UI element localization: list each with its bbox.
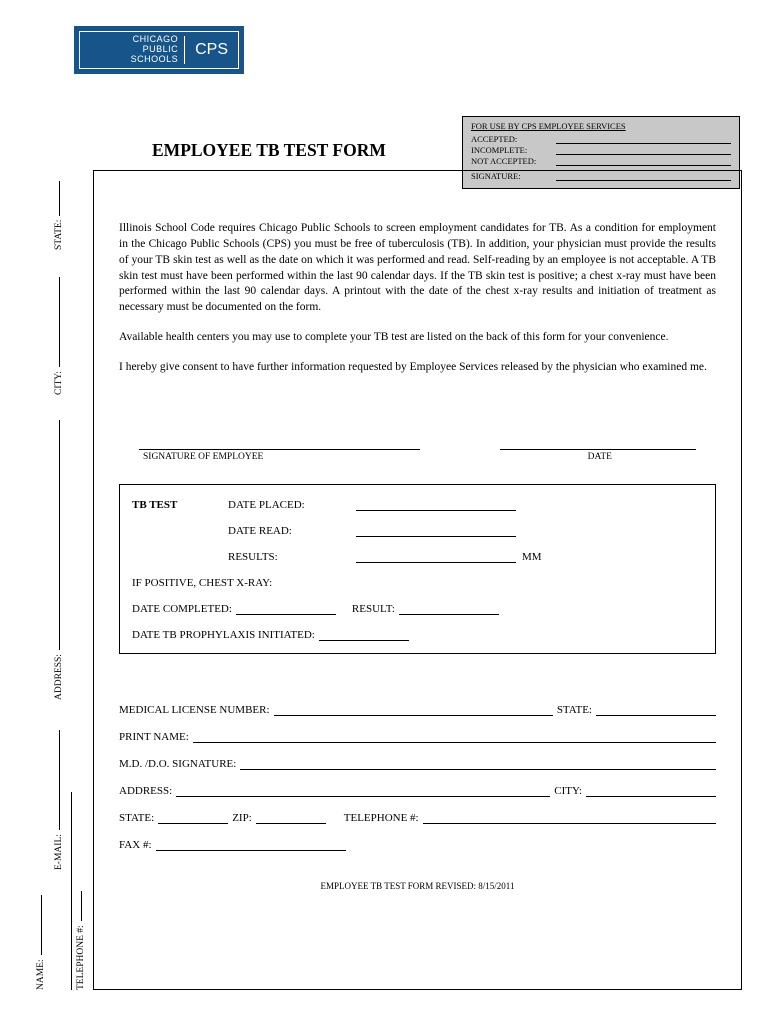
license-state-blank[interactable] <box>596 704 716 716</box>
row-address: ADDRESS: CITY: <box>119 785 716 797</box>
admin-label-accepted: ACCEPTED: <box>471 134 556 144</box>
zip-label: ZIP: <box>232 812 252 824</box>
cps-logo: CHICAGO PUBLIC SCHOOLS CPS <box>74 26 244 74</box>
side-name: NAME: <box>36 895 46 990</box>
address-label: ADDRESS: <box>119 785 172 797</box>
tb-date-placed-label: DATE PLACED: <box>228 499 338 511</box>
signature-row: SIGNATURE OF EMPLOYEE DATE <box>119 436 716 462</box>
tb-result-label: RESULT: <box>352 603 395 615</box>
side-address: ADDRESS: <box>54 420 64 700</box>
admin-title: FOR USE BY CPS EMPLOYEE SERVICES <box>471 121 731 131</box>
tb-mm-label: MM <box>522 551 542 563</box>
address-city-label: CITY: <box>554 785 582 797</box>
md-sig-label: M.D. /D.O. SIGNATURE: <box>119 758 236 770</box>
logo-abbr: CPS <box>185 41 238 59</box>
side-telephone-label: TELEPHONE #: <box>76 925 86 990</box>
side-city: CITY: <box>54 277 64 395</box>
body-paragraph-3: I hereby give consent to have further in… <box>119 360 716 376</box>
fax-label: FAX #: <box>119 839 152 851</box>
admin-row-accepted: ACCEPTED: <box>471 134 731 144</box>
admin-row-notaccepted: NOT ACCEPTED: <box>471 156 731 166</box>
row-print-name: PRINT NAME: <box>119 731 716 743</box>
state2-label: STATE: <box>119 812 154 824</box>
med-license-blank[interactable] <box>274 704 553 716</box>
tb-row-results: RESULTS: MM <box>132 551 703 563</box>
tb-if-positive-label: IF POSITIVE, CHEST X-RAY: <box>132 577 272 589</box>
row-fax: FAX #: <box>119 839 716 851</box>
tb-row-date-completed: DATE COMPLETED: RESULT: <box>132 603 703 615</box>
tb-row-prophylaxis: DATE TB PROPHYLAXIS INITIATED: <box>132 629 703 641</box>
employee-signature-label: SIGNATURE OF EMPLOYEE <box>139 452 420 462</box>
telephone-blank[interactable] <box>423 812 716 824</box>
side-telephone: TELEPHONE #: <box>76 891 86 990</box>
date-label: DATE <box>500 452 696 462</box>
date-col: DATE <box>500 436 696 462</box>
med-license-label: MEDICAL LICENSE NUMBER: <box>119 704 270 716</box>
side-labels: STATE: CITY: ADDRESS: E-MAIL: NAME: TELE… <box>40 170 90 990</box>
tb-results-label: RESULTS: <box>228 551 338 563</box>
main-content: Illinois School Code requires Chicago Pu… <box>93 170 742 990</box>
admin-label-incomplete: INCOMPLETE: <box>471 145 556 155</box>
side-state-label: STATE: <box>54 220 64 250</box>
print-name-label: PRINT NAME: <box>119 731 189 743</box>
side-email: E-MAIL: <box>54 730 64 870</box>
state2-blank[interactable] <box>158 812 228 824</box>
md-sig-blank[interactable] <box>240 758 716 770</box>
logo-line-3: SCHOOLS <box>80 55 178 65</box>
side-city-blank[interactable] <box>59 277 60 367</box>
tb-results-blank[interactable] <box>356 551 516 563</box>
row-medical-license: MEDICAL LICENSE NUMBER: STATE: <box>119 704 716 716</box>
fax-blank[interactable] <box>156 839 346 851</box>
form-title: EMPLOYEE TB TEST FORM <box>152 140 386 161</box>
footer-text: EMPLOYEE TB TEST FORM REVISED: 8/15/2011 <box>119 881 716 891</box>
admin-blank[interactable] <box>556 157 731 166</box>
tb-prophylaxis-blank[interactable] <box>319 629 409 641</box>
side-telephone-blank[interactable] <box>81 891 82 921</box>
tb-result-blank[interactable] <box>399 603 499 615</box>
tb-row-date-placed: TB TEST DATE PLACED: <box>132 499 703 511</box>
date-line[interactable] <box>500 436 696 450</box>
employee-signature-col: SIGNATURE OF EMPLOYEE <box>139 436 420 462</box>
body-paragraph-2: Available health centers you may use to … <box>119 330 716 346</box>
side-name-blank[interactable] <box>41 895 42 955</box>
print-name-blank[interactable] <box>193 731 716 743</box>
tb-test-box: TB TEST DATE PLACED: DATE READ: RESULTS:… <box>119 484 716 654</box>
admin-blank[interactable] <box>556 135 731 144</box>
tb-date-read-label: DATE READ: <box>228 525 338 537</box>
employee-signature-line[interactable] <box>139 436 420 450</box>
side-state-blank[interactable] <box>59 181 60 216</box>
logo-inner: CHICAGO PUBLIC SCHOOLS CPS <box>79 31 239 69</box>
side-name-label: NAME: <box>36 959 46 990</box>
body-paragraph-1: Illinois School Code requires Chicago Pu… <box>119 221 716 316</box>
tb-date-completed-label: DATE COMPLETED: <box>132 603 232 615</box>
row-state-zip-tel: STATE: ZIP: TELEPHONE #: <box>119 812 716 824</box>
logo-text-block: CHICAGO PUBLIC SCHOOLS <box>80 35 184 65</box>
tb-row-if-positive: IF POSITIVE, CHEST X-RAY: <box>132 577 703 589</box>
side-divider <box>71 792 72 990</box>
tb-header: TB TEST <box>132 499 228 511</box>
license-state-label: STATE: <box>557 704 592 716</box>
side-email-blank[interactable] <box>59 730 60 830</box>
lower-fields: MEDICAL LICENSE NUMBER: STATE: PRINT NAM… <box>119 704 716 851</box>
tb-date-completed-blank[interactable] <box>236 603 336 615</box>
side-state: STATE: <box>54 181 64 250</box>
admin-row-incomplete: INCOMPLETE: <box>471 145 731 155</box>
address-city-blank[interactable] <box>586 785 716 797</box>
row-md-signature: M.D. /D.O. SIGNATURE: <box>119 758 716 770</box>
side-city-label: CITY: <box>54 371 64 395</box>
admin-blank[interactable] <box>556 146 731 155</box>
tb-prophylaxis-label: DATE TB PROPHYLAXIS INITIATED: <box>132 629 315 641</box>
side-email-label: E-MAIL: <box>54 834 64 870</box>
side-address-label: ADDRESS: <box>54 654 64 700</box>
telephone-label: TELEPHONE #: <box>344 812 419 824</box>
tb-date-placed-blank[interactable] <box>356 499 516 511</box>
tb-date-read-blank[interactable] <box>356 525 516 537</box>
address-blank[interactable] <box>176 785 550 797</box>
admin-label-notaccepted: NOT ACCEPTED: <box>471 156 556 166</box>
side-address-blank[interactable] <box>59 420 60 650</box>
tb-row-date-read: DATE READ: <box>132 525 703 537</box>
zip-blank[interactable] <box>256 812 326 824</box>
